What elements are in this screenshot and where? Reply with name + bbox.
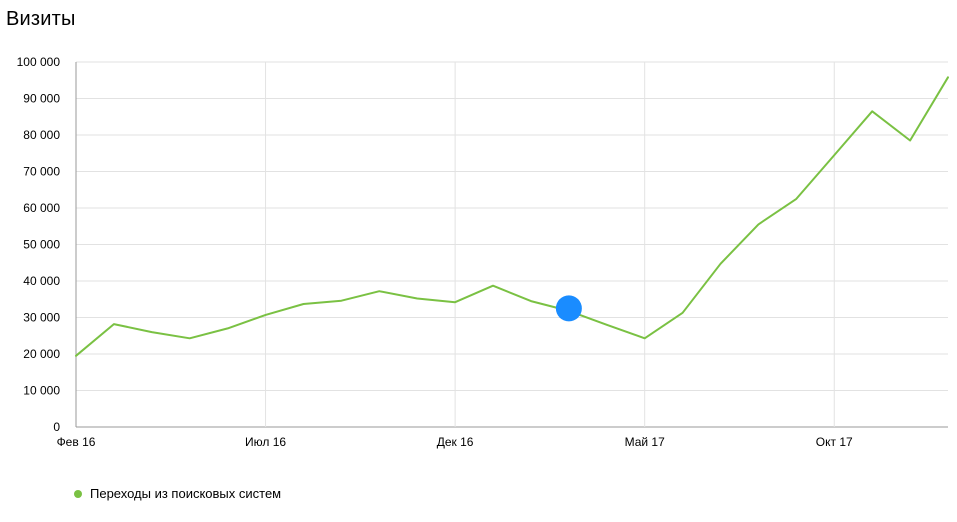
y-tick-label: 60 000 xyxy=(23,201,60,215)
y-tick-label: 90 000 xyxy=(23,92,60,106)
y-tick-label: 80 000 xyxy=(23,128,60,142)
x-tick-label: Июл 16 xyxy=(245,435,286,449)
y-tick-label: 0 xyxy=(53,420,60,434)
y-tick-label: 100 000 xyxy=(17,55,61,69)
chart-title: Визиты xyxy=(6,8,76,30)
legend-marker-icon xyxy=(74,489,82,498)
series-layer xyxy=(75,76,949,357)
x-tick-label: Май 17 xyxy=(625,435,666,449)
x-tick-label: Окт 17 xyxy=(816,435,853,449)
y-tick-label: 30 000 xyxy=(23,311,60,325)
y-tick-label: 40 000 xyxy=(23,274,60,288)
y-tick-label: 50 000 xyxy=(23,238,60,252)
y-tick-label: 70 000 xyxy=(23,165,60,179)
line-chart: 0 10 000 20 000 30 000 40 000 50 000 60 000 70 … xyxy=(17,55,949,449)
y-tick-label: 10 000 xyxy=(23,384,60,398)
y-tick-label: 20 000 xyxy=(23,347,60,361)
grid-layer xyxy=(75,61,948,428)
legend[interactable]: Переходы из поисковых систем xyxy=(74,486,281,501)
legend-label: Переходы из поисковых систем xyxy=(90,486,282,501)
marker-layer[interactable] xyxy=(555,295,582,322)
x-tick-label: Фев 16 xyxy=(57,435,96,449)
x-tick-label: Дек 16 xyxy=(437,435,474,449)
series-line xyxy=(75,76,949,357)
highlight-point-marker[interactable] xyxy=(555,295,582,322)
axis-layer: 0 10 000 20 000 30 000 40 000 50 000 60 000 70 … xyxy=(17,55,853,449)
